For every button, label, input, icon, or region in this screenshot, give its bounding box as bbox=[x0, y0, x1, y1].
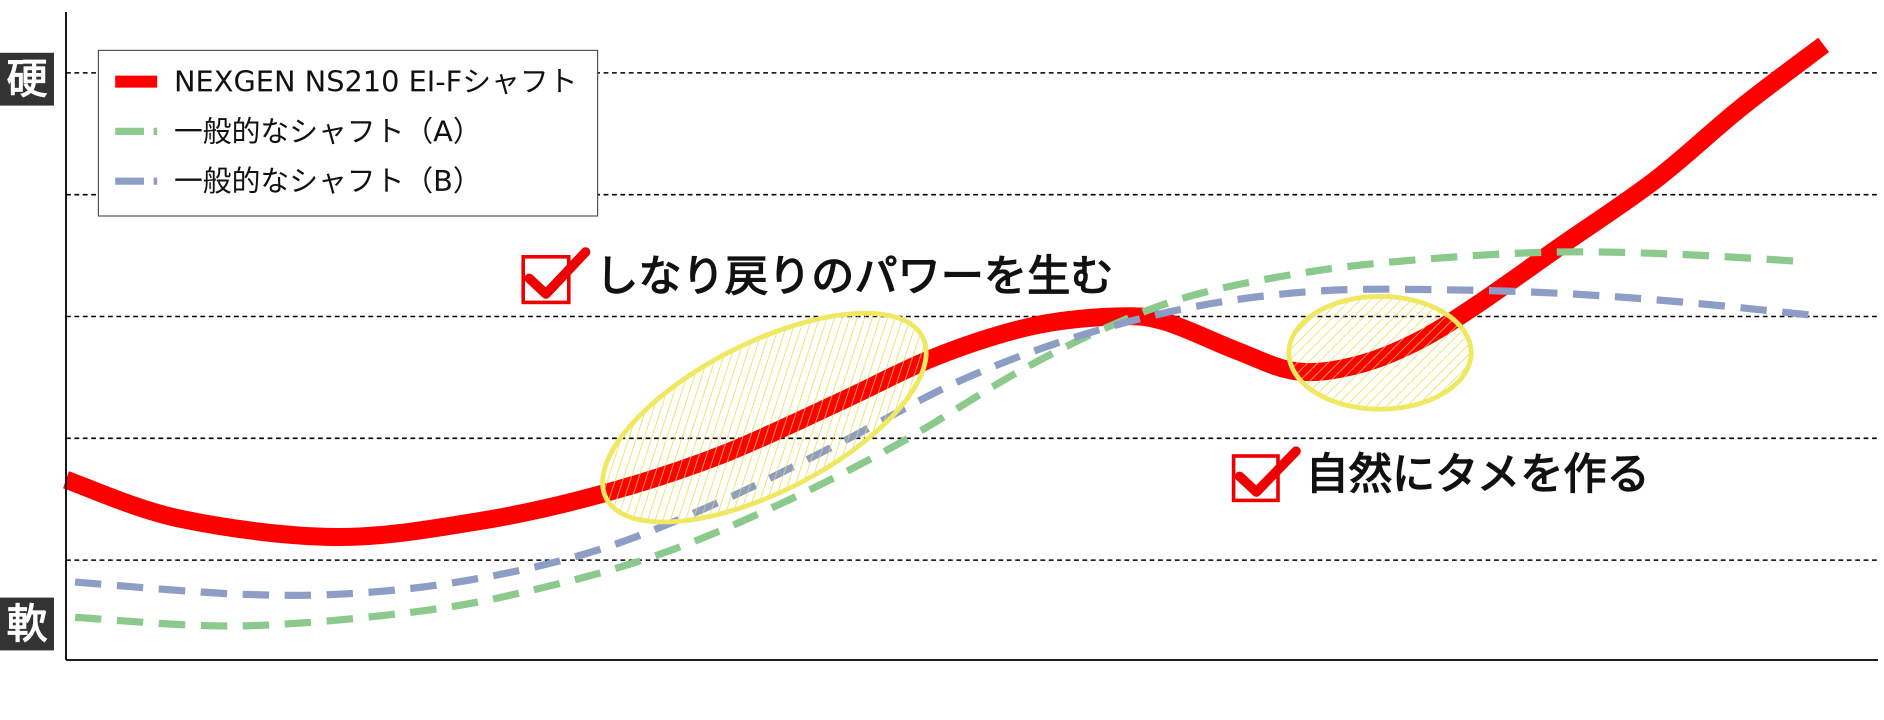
highlight-ellipse bbox=[1286, 294, 1474, 412]
legend-box bbox=[97, 49, 599, 217]
series-line bbox=[74, 285, 1814, 599]
y-label-top: 硬 bbox=[7, 55, 48, 103]
annotation: しなり戻りのパワーを生む bbox=[521, 247, 1113, 305]
annotation-text: しなり戻りのパワーを生む bbox=[595, 252, 1113, 302]
highlight-ellipse bbox=[600, 310, 929, 525]
legend-label: 一般的なシャフト（A） bbox=[174, 114, 482, 148]
check-mark bbox=[1234, 446, 1301, 497]
label-box bbox=[0, 52, 54, 106]
series-line bbox=[74, 248, 1806, 630]
series-line bbox=[62, 37, 1830, 546]
legend-label: NEXGEN NS210 EI-Fシャフト bbox=[174, 65, 577, 99]
annotation: 自然にタメを作る bbox=[1231, 446, 1650, 503]
annotation-text: 自然にタメを作る bbox=[1306, 450, 1650, 500]
check-mark bbox=[524, 247, 591, 299]
label-box bbox=[0, 597, 54, 651]
y-label-bottom: 軟 bbox=[7, 600, 48, 648]
legend-label: 一般的なシャフト（B） bbox=[174, 164, 482, 198]
